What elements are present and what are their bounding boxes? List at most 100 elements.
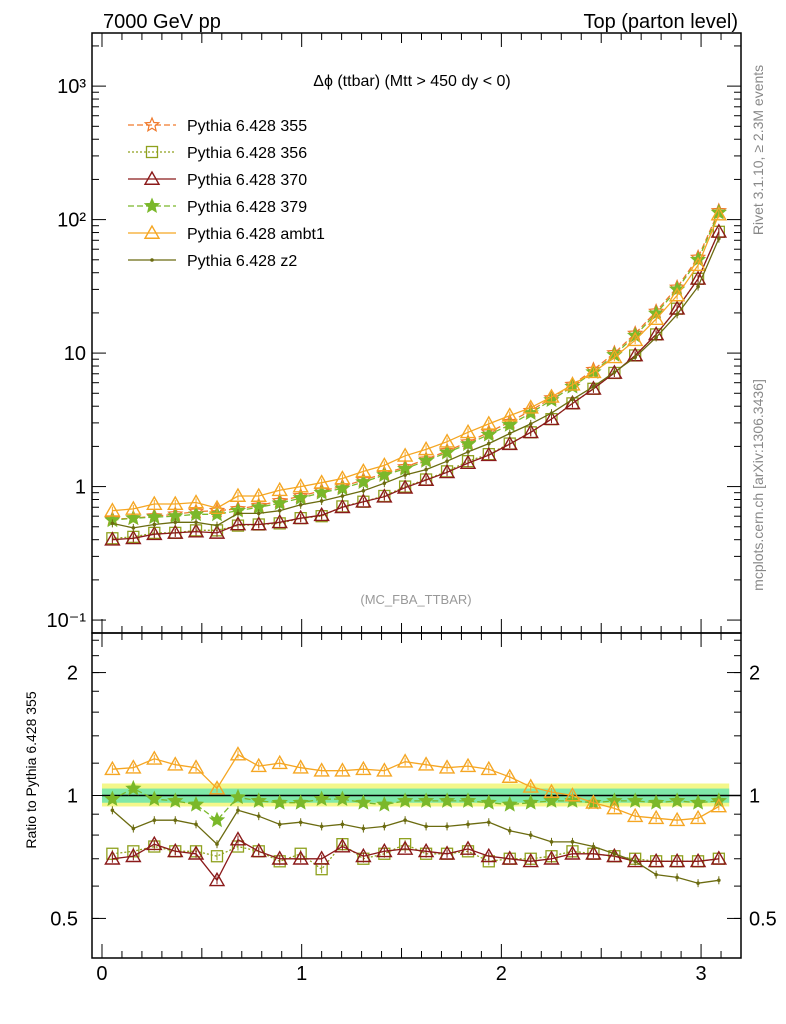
data-point [361,488,366,493]
series-line [112,238,720,529]
legend: Pythia 6.428 355 Pythia 6.428 356 Pythia 6… [128,116,325,270]
data-point [376,488,393,503]
data-point [125,759,142,774]
data-point [480,415,497,430]
series-2 [104,223,728,546]
data-point [564,376,581,391]
data-point [146,790,163,806]
data-point [654,335,658,340]
data-point [334,762,351,777]
data-point [717,236,721,241]
data-point [167,495,184,510]
x-tick-label: 3 [695,963,706,985]
data-point [355,794,372,810]
data-point [173,818,178,822]
data-point [313,762,330,777]
data-point [522,794,539,810]
data-point [355,847,372,863]
data-point [528,833,533,837]
data-point [438,759,456,774]
data-point [507,828,512,833]
data-point [501,407,518,422]
data-point [334,790,351,806]
data-point [167,524,184,539]
data-point [438,443,456,460]
data-point [167,842,184,858]
data-point [710,850,728,865]
data-point [626,792,644,808]
data-point [543,410,560,426]
data-point [486,441,491,446]
data-point [256,511,261,516]
data-point [606,799,623,815]
y-tick-label: 10⁻¹ [47,610,87,632]
data-point [689,852,707,868]
data-point [396,479,414,494]
y-tick-label-right: 0.5 [749,908,777,930]
data-point [231,519,245,532]
data-point [131,526,136,530]
data-point [292,759,309,774]
data-point [376,842,393,858]
data-point [313,506,330,522]
data-point [549,840,554,844]
legend-label: Pythia 6.428 356 [187,145,307,162]
data-point [585,380,602,395]
data-point [466,822,470,827]
data-point [438,433,456,448]
side-mcplots: mcplots.cern.ch [arXiv:1306.3436] [750,379,766,591]
data-point [152,818,157,822]
series-line [112,231,720,539]
data-point [277,822,282,827]
data-point [292,850,309,865]
data-point [236,808,240,813]
y-tick-label: 1 [67,786,78,808]
data-point [104,502,121,517]
data-point [187,523,205,538]
data-point [146,750,163,765]
data-point [654,872,658,877]
data-point [626,331,644,347]
data-point [355,473,372,490]
data-point [570,397,575,402]
legend-marker [143,116,161,132]
data-point [271,794,288,810]
data-point [187,494,205,509]
ratio-plot-area [104,746,728,888]
data-point [668,811,686,827]
data-point [208,780,226,795]
data-point [528,422,533,426]
data-point [606,364,623,379]
data-point [612,851,617,856]
data-point [396,840,414,855]
y-tick-label: 2 [67,663,78,685]
data-point [480,847,497,863]
data-point [173,520,178,525]
data-point [585,363,602,379]
data-point [396,753,414,768]
series-5 [110,234,721,532]
legend-marker [143,224,161,239]
data-point [647,852,665,868]
data-point [250,792,267,808]
data-point [125,500,142,515]
data-point [152,522,157,527]
series-line [112,843,719,871]
data-point [696,284,700,289]
data-point [633,355,637,360]
data-point [522,423,539,439]
data-point [382,481,387,485]
data-point [319,499,324,503]
data-point [104,850,121,865]
header-right: Top (parton level) [583,11,738,33]
data-point [236,511,240,516]
data-point [717,878,721,883]
series-line [112,231,720,541]
data-point [626,807,644,823]
data-point [194,822,198,827]
legend-marker [145,145,159,159]
data-point [648,794,665,810]
data-point [208,811,226,828]
data-point [710,798,728,813]
data-point [486,820,491,825]
